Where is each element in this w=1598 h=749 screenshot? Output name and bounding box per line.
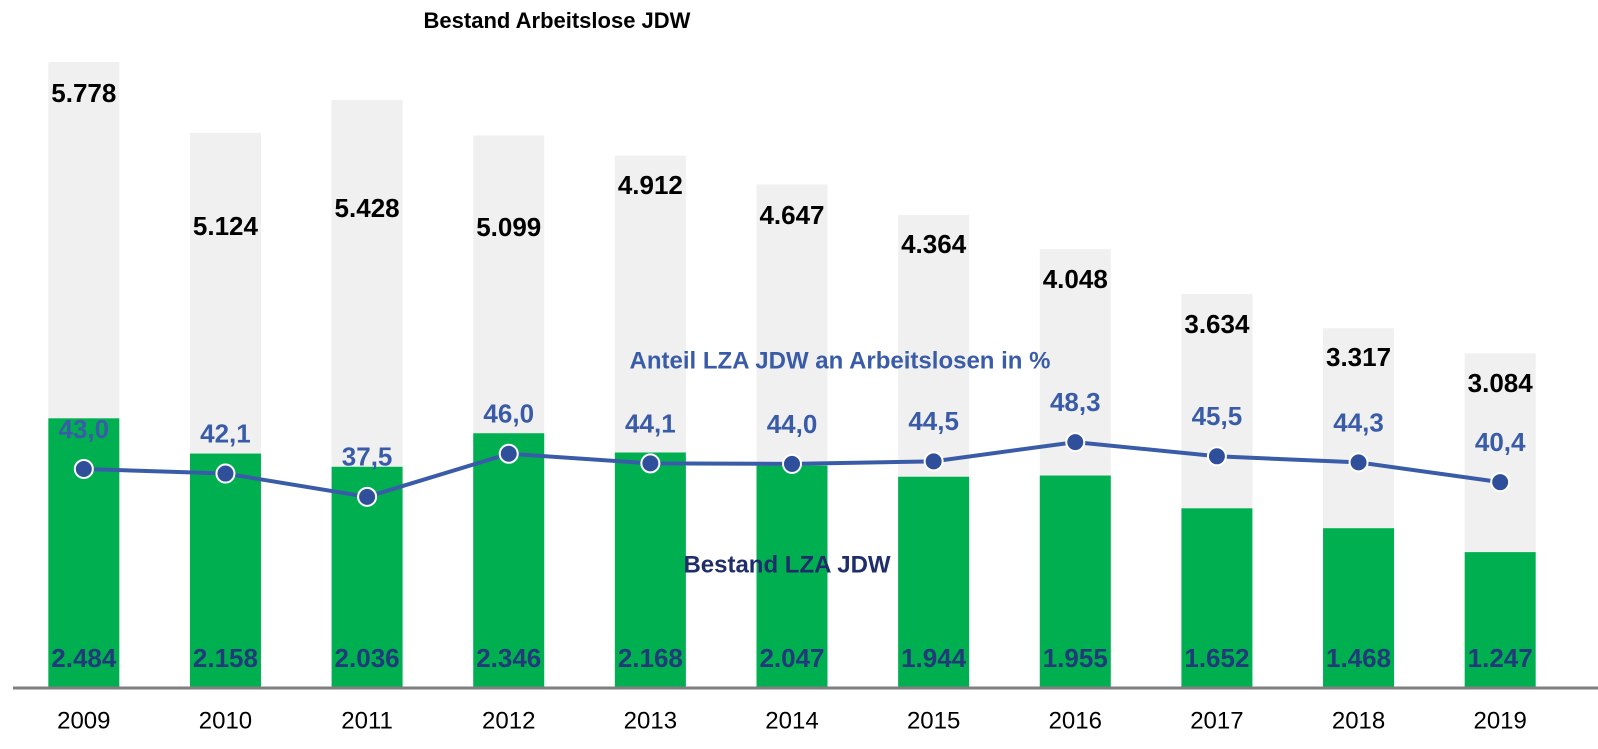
- marker: [498, 443, 519, 464]
- value-label: 2.484: [51, 643, 117, 673]
- series-label: Anteil LZA JDW an Arbeitslosen in %: [630, 347, 1051, 374]
- marker: [1348, 452, 1369, 473]
- bar: [614, 452, 686, 687]
- value-label: 46,0: [483, 399, 534, 429]
- value-label: 44,0: [767, 409, 818, 439]
- value-label: 44,5: [908, 406, 959, 436]
- value-label: 42,1: [200, 418, 251, 448]
- x-tick-label: 2011: [341, 707, 393, 734]
- value-label: 1.955: [1043, 643, 1108, 673]
- marker: [215, 463, 236, 484]
- x-tick-label: 2009: [57, 707, 110, 734]
- bar: [1181, 508, 1253, 687]
- value-label: 1.247: [1468, 643, 1533, 673]
- value-label: 5.124: [193, 211, 259, 241]
- value-label: 2.346: [476, 643, 541, 673]
- value-label: 4.048: [1043, 264, 1108, 294]
- value-label: 3.084: [1468, 368, 1534, 398]
- chart-title: Bestand Arbeitslose JDW: [424, 8, 691, 33]
- x-tick-label: 2017: [1190, 707, 1243, 734]
- value-label: 4.647: [759, 200, 824, 230]
- value-label: 2.158: [193, 643, 258, 673]
- marker: [357, 486, 378, 507]
- bar: [1039, 475, 1111, 687]
- marker: [1065, 432, 1086, 453]
- marker: [1206, 446, 1227, 467]
- bar: [1323, 528, 1395, 687]
- marker: [640, 453, 661, 474]
- value-label: 3.317: [1326, 342, 1391, 372]
- x-tick-label: 2016: [1049, 707, 1102, 734]
- x-tick-label: 2019: [1473, 707, 1526, 734]
- value-label: 40,4: [1475, 427, 1526, 457]
- value-label: 1.468: [1326, 643, 1391, 673]
- x-tick-label: 2018: [1332, 707, 1385, 734]
- marker: [73, 458, 94, 479]
- marker: [782, 453, 802, 474]
- bar: [189, 453, 261, 687]
- x-tick-label: 2010: [199, 707, 252, 734]
- value-label: 4.912: [618, 170, 683, 200]
- value-label: 37,5: [342, 442, 393, 472]
- value-label: 4.364: [901, 229, 967, 259]
- value-label: 44,3: [1333, 407, 1384, 437]
- x-tick-label: 2014: [765, 707, 818, 734]
- x-tick-label: 2013: [624, 707, 677, 734]
- value-label: 5.778: [51, 78, 116, 108]
- bar: [898, 476, 970, 687]
- value-label: 1.944: [901, 643, 967, 673]
- value-label: 44,1: [625, 408, 676, 438]
- marker: [923, 451, 944, 472]
- bar: [756, 465, 828, 687]
- bar: [473, 433, 545, 687]
- value-label: 2.047: [759, 643, 824, 673]
- value-label: 3.634: [1184, 309, 1250, 339]
- value-label: 2.036: [335, 643, 400, 673]
- value-label: 5.099: [476, 212, 541, 242]
- value-label: 2.168: [618, 643, 683, 673]
- x-tick-label: 2015: [907, 707, 960, 734]
- value-label: 5.428: [335, 193, 400, 223]
- x-tick-label: 2012: [482, 707, 535, 734]
- bar: [1464, 552, 1536, 687]
- series-label: Bestand LZA JDW: [683, 551, 890, 578]
- value-label: 43,0: [59, 414, 110, 444]
- marker: [1490, 472, 1511, 493]
- value-label: 1.652: [1184, 643, 1249, 673]
- value-label: 45,5: [1192, 401, 1243, 431]
- value-label: 48,3: [1050, 387, 1101, 417]
